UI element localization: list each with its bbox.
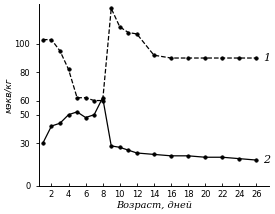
Y-axis label: мэкв/кг: мэкв/кг bbox=[4, 77, 13, 113]
Text: 2: 2 bbox=[263, 155, 270, 165]
Text: 1: 1 bbox=[263, 53, 270, 63]
X-axis label: Возраст, дней: Возраст, дней bbox=[116, 201, 192, 210]
